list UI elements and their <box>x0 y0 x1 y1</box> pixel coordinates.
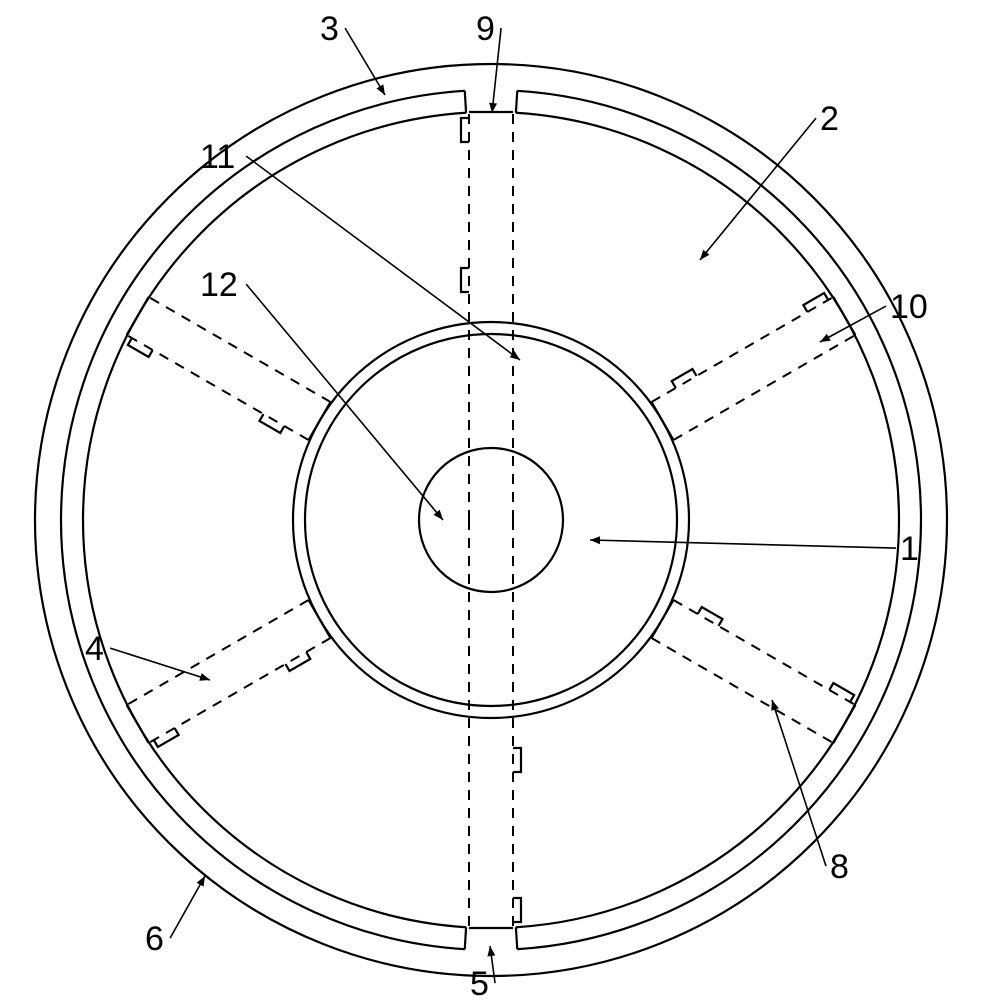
label-6: 6 <box>145 920 164 958</box>
notch-upper-mid <box>461 268 469 292</box>
arrow-1 <box>590 536 600 544</box>
ring-outer-arc <box>517 91 921 949</box>
notch-9 <box>461 118 469 142</box>
arrow-5 <box>487 946 495 956</box>
label-9: 9 <box>476 10 495 48</box>
spoke-150-outer-cap <box>127 297 149 335</box>
label-3: 3 <box>320 10 339 48</box>
arrow-8 <box>771 700 779 711</box>
leader-4 <box>110 648 210 680</box>
leader-6 <box>170 876 205 938</box>
ring-endcap <box>516 91 517 113</box>
hub-outer-circle <box>293 322 689 718</box>
label-2: 2 <box>820 100 839 138</box>
label-12: 12 <box>200 266 238 304</box>
leader-1 <box>590 540 896 548</box>
leader-11 <box>246 156 520 360</box>
spoke-30-inner-cap <box>651 402 673 440</box>
hub-inner-circle <box>305 334 677 706</box>
spoke-330-edge <box>651 638 833 743</box>
notch-150-inner <box>259 414 284 433</box>
ring-outer-arc <box>61 91 465 949</box>
spoke-210-outer-cap <box>127 705 149 743</box>
arrow-4 <box>199 673 210 681</box>
spoke-210-edge <box>127 600 309 705</box>
outermost-circle <box>35 64 947 976</box>
ring-endcap <box>516 927 517 949</box>
label-11: 11 <box>200 138 235 176</box>
spoke-150-inner-cap <box>309 402 331 440</box>
arrow-6 <box>197 876 205 887</box>
leader-2 <box>700 118 816 260</box>
spoke-30-edge <box>673 335 855 440</box>
label-10: 10 <box>890 288 928 326</box>
spoke-150-edge <box>127 335 309 440</box>
center-hole <box>419 448 563 592</box>
leader-8 <box>772 700 826 866</box>
spoke-330-edge <box>673 600 855 705</box>
spoke-210-edge <box>149 638 331 743</box>
spoke-210-inner-cap <box>309 600 331 638</box>
arrow-3 <box>376 84 385 95</box>
label-4: 4 <box>85 630 104 668</box>
ring-inner-arc <box>516 113 899 927</box>
arrow-11 <box>510 351 520 360</box>
notch-lower-mid <box>513 748 521 772</box>
label-5: 5 <box>470 965 489 1000</box>
notch-210-inner <box>285 652 310 671</box>
spoke-330-outer-cap <box>833 705 855 743</box>
spoke-30-edge <box>651 297 833 402</box>
notch-30-inner <box>672 369 697 388</box>
arrow-10 <box>820 334 831 342</box>
ring-endcap <box>465 927 466 949</box>
spoke-330-inner-cap <box>651 600 673 638</box>
ring-inner-arc <box>83 113 466 927</box>
label-8: 8 <box>830 848 849 886</box>
spoke-150-edge <box>149 297 331 402</box>
notch-330-inner <box>698 607 723 626</box>
notch-5 <box>513 898 521 922</box>
label-1: 1 <box>900 530 919 568</box>
ring-endcap <box>465 91 466 113</box>
leader-12 <box>246 284 443 520</box>
